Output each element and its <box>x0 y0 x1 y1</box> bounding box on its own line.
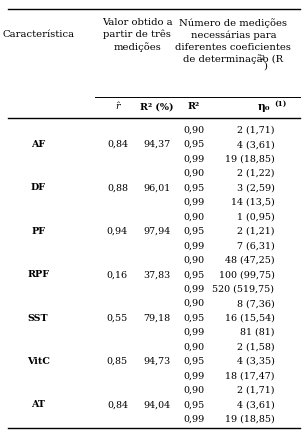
Text: 4 (3,61): 4 (3,61) <box>237 400 274 409</box>
Text: 0,90: 0,90 <box>183 169 204 178</box>
Text: RPF: RPF <box>27 270 49 279</box>
Text: PF: PF <box>31 227 45 236</box>
Text: 94,73: 94,73 <box>143 357 171 366</box>
Text: 100 (99,75): 100 (99,75) <box>219 270 274 279</box>
Text: 2 (1,22): 2 (1,22) <box>237 169 274 178</box>
Text: 0,99: 0,99 <box>183 371 204 380</box>
Text: 0,90: 0,90 <box>183 342 204 351</box>
Text: AT: AT <box>31 400 45 409</box>
Text: 19 (18,85): 19 (18,85) <box>225 155 274 164</box>
Text: 81 (81): 81 (81) <box>240 328 274 337</box>
Text: 0,99: 0,99 <box>183 198 204 207</box>
Text: 0,84: 0,84 <box>107 140 128 149</box>
Text: 79,18: 79,18 <box>144 313 170 323</box>
Text: 0,16: 0,16 <box>107 270 128 279</box>
Text: 37,83: 37,83 <box>143 270 171 279</box>
Text: 2: 2 <box>259 54 264 62</box>
Text: 94,04: 94,04 <box>144 400 170 409</box>
Text: 0,85: 0,85 <box>107 357 128 366</box>
Text: 14 (13,5): 14 (13,5) <box>231 198 274 207</box>
Text: Característica: Característica <box>2 31 74 39</box>
Text: 0,95: 0,95 <box>183 227 204 236</box>
Text: 520 (519,75): 520 (519,75) <box>213 285 274 293</box>
Text: 94,37: 94,37 <box>143 140 171 149</box>
Text: 97,94: 97,94 <box>143 227 171 236</box>
Text: 4 (3,35): 4 (3,35) <box>237 357 274 366</box>
Text: 1 (0,95): 1 (0,95) <box>237 212 274 221</box>
Text: 4 (3,61): 4 (3,61) <box>237 140 274 149</box>
Text: 2 (1,71): 2 (1,71) <box>237 386 274 395</box>
Text: 0,94: 0,94 <box>107 227 128 236</box>
Text: 0,95: 0,95 <box>183 270 204 279</box>
Text: 0,95: 0,95 <box>183 184 204 192</box>
Text: 19 (18,85): 19 (18,85) <box>225 415 274 424</box>
Text: 0,90: 0,90 <box>183 386 204 395</box>
Text: 0,88: 0,88 <box>107 184 128 192</box>
Text: 0,90: 0,90 <box>183 299 204 308</box>
Text: Valor obtido a
partir de três
medições: Valor obtido a partir de três medições <box>102 18 173 52</box>
Text: 2 (1,58): 2 (1,58) <box>237 342 274 351</box>
Text: 18 (17,47): 18 (17,47) <box>225 371 274 380</box>
Text: R²: R² <box>188 102 200 111</box>
Text: 0,90: 0,90 <box>183 256 204 265</box>
Text: R² (%): R² (%) <box>140 102 174 111</box>
Text: 16 (15,54): 16 (15,54) <box>224 313 274 323</box>
Text: r̂: r̂ <box>115 102 120 111</box>
Text: (1): (1) <box>274 99 287 107</box>
Text: AF: AF <box>31 140 45 149</box>
Text: 0,99: 0,99 <box>183 415 204 424</box>
Text: 96,01: 96,01 <box>143 184 171 192</box>
Text: 0,55: 0,55 <box>107 313 128 323</box>
Text: VitC: VitC <box>27 357 49 366</box>
Text: Número de medições
necessárias para
diferentes coeficientes
de determinação (R: Número de medições necessárias para dife… <box>175 18 291 65</box>
Text: 0,95: 0,95 <box>183 400 204 409</box>
Text: 0,84: 0,84 <box>107 400 128 409</box>
Text: 7 (6,31): 7 (6,31) <box>237 241 274 250</box>
Text: 0,99: 0,99 <box>183 328 204 337</box>
Text: 2 (1,71): 2 (1,71) <box>237 126 274 135</box>
Text: 0,99: 0,99 <box>183 155 204 164</box>
Text: 8 (7,36): 8 (7,36) <box>237 299 274 308</box>
Text: 3 (2,59): 3 (2,59) <box>237 184 274 192</box>
Text: 48 (47,25): 48 (47,25) <box>225 256 274 265</box>
Text: SST: SST <box>28 313 48 323</box>
Text: 0,90: 0,90 <box>183 126 204 135</box>
Text: 2 (1,21): 2 (1,21) <box>237 227 274 236</box>
Text: 0,99: 0,99 <box>183 285 204 293</box>
Text: η₀: η₀ <box>258 101 270 112</box>
Text: ): ) <box>263 62 267 71</box>
Text: DF: DF <box>30 184 46 192</box>
Text: 0,90: 0,90 <box>183 212 204 221</box>
Text: 0,95: 0,95 <box>183 357 204 366</box>
Text: 0,99: 0,99 <box>183 241 204 250</box>
Text: 0,95: 0,95 <box>183 313 204 323</box>
Text: 0,95: 0,95 <box>183 140 204 149</box>
